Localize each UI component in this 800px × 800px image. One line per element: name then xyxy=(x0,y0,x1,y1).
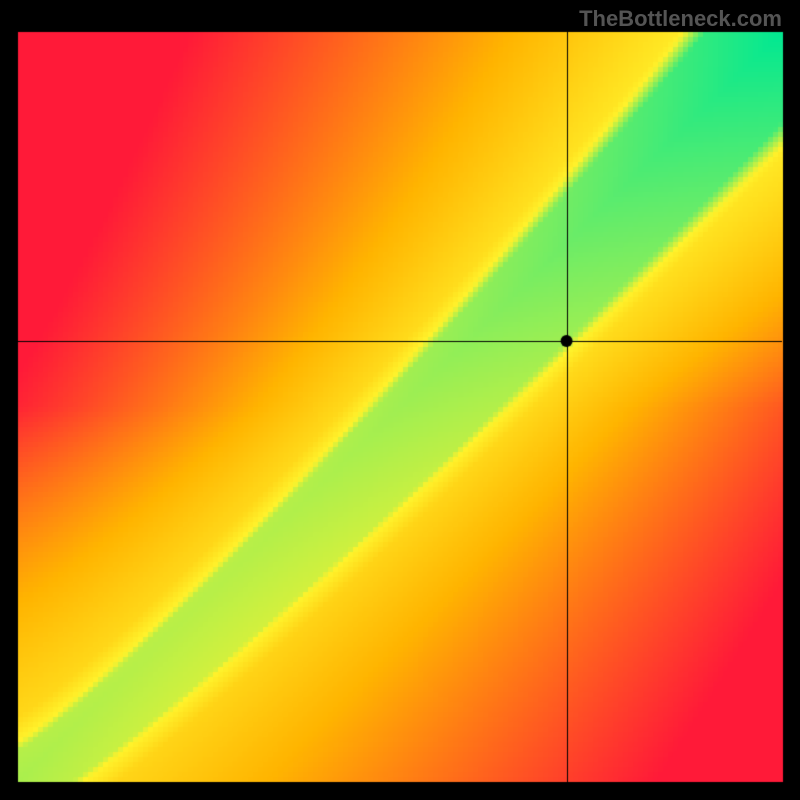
bottleneck-heatmap xyxy=(0,0,800,800)
watermark-label: TheBottleneck.com xyxy=(579,6,782,32)
